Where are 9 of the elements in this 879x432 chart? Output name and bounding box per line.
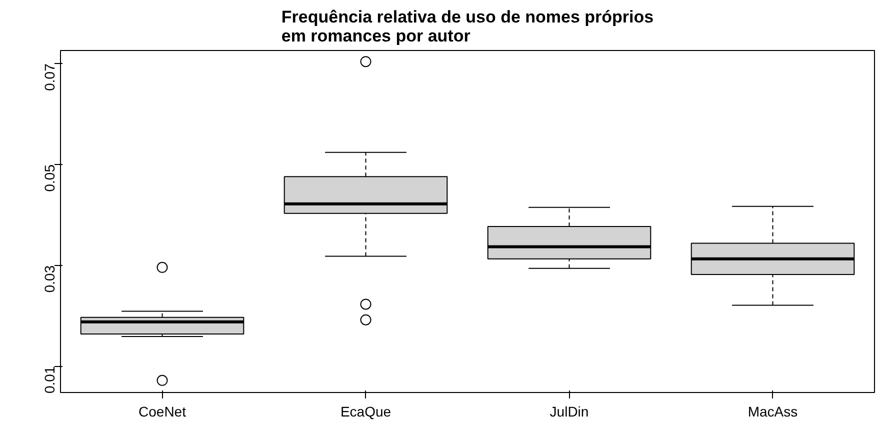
x-tick-label: CoeNet xyxy=(138,404,186,420)
y-tick-label: 0.01 xyxy=(42,366,58,394)
chart-title: Frequência relativa de uso de nomes próprios em romances por autor xyxy=(281,8,654,46)
x-tick-label: EcaQue xyxy=(340,404,392,420)
y-tick-label: 0.03 xyxy=(42,265,58,293)
x-tick-label: MacAss xyxy=(748,404,798,420)
x-tick-label: JulDin xyxy=(550,404,589,420)
y-tick-label: 0.07 xyxy=(42,63,58,91)
y-tick-label: 0.05 xyxy=(42,164,58,192)
